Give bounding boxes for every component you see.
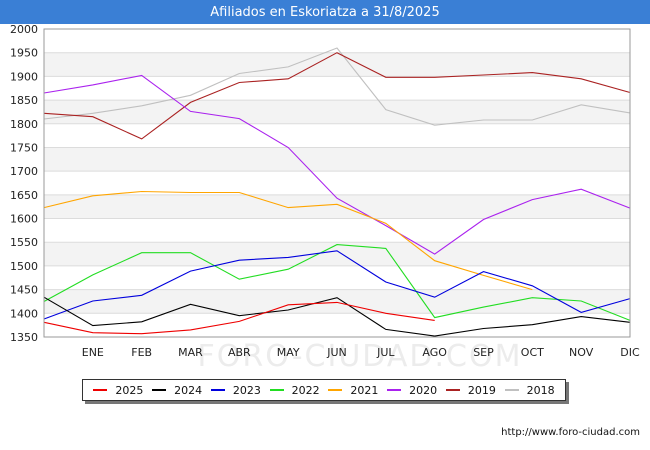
legend-item-2021: 2021 <box>328 384 378 397</box>
grid-band <box>44 100 630 124</box>
y-tick-label: 1950 <box>10 47 38 60</box>
legend-item-2023: 2023 <box>210 383 261 397</box>
legend-swatch <box>152 389 167 391</box>
y-tick-label: 1500 <box>10 260 38 273</box>
y-tick-label: 1400 <box>10 307 38 320</box>
legend-label: 2021 <box>350 383 379 397</box>
series-line-2020 <box>43 74 631 255</box>
x-tick-label: ENE <box>82 346 104 359</box>
series-line-2024 <box>43 296 631 337</box>
x-tick-label: AGO <box>422 346 447 359</box>
y-tick-label: 1450 <box>10 284 38 297</box>
series-line-2023 <box>43 250 631 320</box>
legend-item-2020: 2020 <box>387 384 437 397</box>
series-line-2025 <box>43 301 435 335</box>
legend-label: 2020 <box>409 383 438 397</box>
plot-frame <box>43 28 631 338</box>
x-tick-label: DIC <box>620 346 640 359</box>
x-tick-label: MAR <box>178 346 203 359</box>
y-tick-label: 1600 <box>10 213 38 226</box>
legend-label: 2019 <box>467 383 496 397</box>
y-tick-label: 1900 <box>10 70 38 83</box>
grid-band <box>44 52 630 77</box>
legend-swatch <box>269 389 284 391</box>
y-axis: 1350 1400 1450 1500 1550 1600 1650 1700 1750 1800… <box>10 23 38 344</box>
legend-label: 2018 <box>526 383 555 397</box>
y-tick-label: 1850 <box>10 94 38 107</box>
series-lines <box>43 47 631 337</box>
y-tick-label: 1700 <box>10 165 38 178</box>
legend-item-2022: 2022 <box>269 383 320 397</box>
legend-label: 2023 <box>232 383 261 397</box>
grid-band <box>44 289 630 314</box>
x-axis: ENE FEB MAR ABR MAY JUN JUL AGO SEP OCT NOV DIC <box>82 346 640 359</box>
x-tick-label: MAY <box>277 346 300 359</box>
x-tick-label: OCT <box>521 346 544 359</box>
legend-item-2024: 2024 <box>152 384 202 397</box>
legend-swatch <box>328 389 343 391</box>
series-line-2021 <box>43 190 533 291</box>
grid-bands <box>44 52 630 314</box>
watermark-text: FORO-CIUDAD.COM <box>198 339 523 374</box>
legend-label: 2024 <box>174 383 203 397</box>
grid-band <box>44 242 630 266</box>
y-tick-label: 1750 <box>10 141 38 154</box>
y-tick-label: 1800 <box>10 118 38 131</box>
legend-swatch <box>445 389 460 391</box>
y-tick-label: 1350 <box>10 331 38 344</box>
legend-item-2025: 2025 <box>93 384 143 397</box>
legend-swatch <box>210 389 225 391</box>
y-tick-label: 1650 <box>10 189 38 202</box>
legend-item-2018: 2018 <box>504 383 555 397</box>
legend-swatch <box>93 389 108 391</box>
x-tick-label: JUN <box>326 346 347 359</box>
x-tick-label: SEP <box>473 346 494 359</box>
chart-title-bar: Afiliados en Eskoriatza a 31/8/2025 <box>0 0 650 24</box>
legend-label: 2025 <box>115 383 144 397</box>
chart-title: Afiliados en Eskoriatza a 31/8/2025 <box>210 4 440 20</box>
legend: 2025 2024 2023 2022 2021 2020 2019 2018 <box>82 379 566 401</box>
x-tick-label: NOV <box>569 346 594 359</box>
series-line-2019 <box>43 52 631 140</box>
grid-band <box>44 194 630 219</box>
x-tick-label: ABR <box>228 346 251 359</box>
series-line-2022 <box>43 244 631 321</box>
y-tick-label: 1550 <box>10 236 38 249</box>
legend-swatch <box>504 389 519 391</box>
source-url: http://www.foro-ciudad.com <box>501 427 640 438</box>
legend-item-2019: 2019 <box>445 383 496 397</box>
y-tick-label: 2000 <box>10 23 38 36</box>
legend-label: 2022 <box>291 383 320 397</box>
x-tick-label: JUL <box>376 346 395 359</box>
series-line-2018 <box>43 47 631 126</box>
x-tick-label: FEB <box>131 346 152 359</box>
legend-swatch <box>387 389 402 391</box>
grid-band <box>44 147 630 172</box>
